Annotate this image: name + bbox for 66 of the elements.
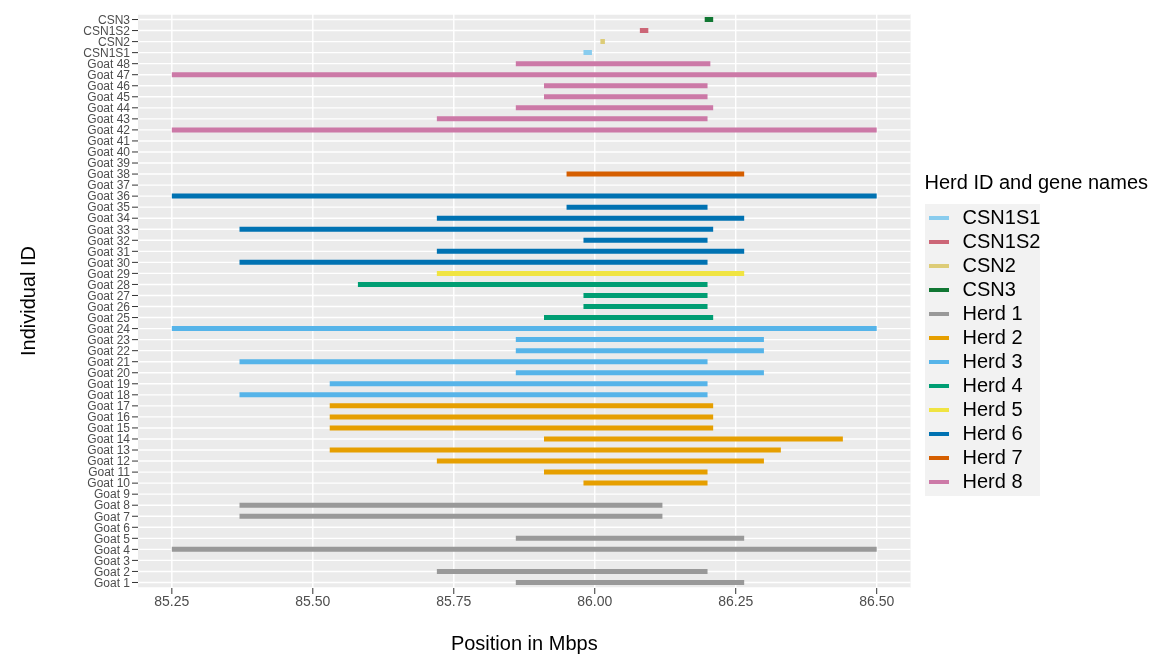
bar [239,259,708,265]
bar [583,304,708,309]
bar [583,50,592,56]
bar [544,469,708,475]
x-tick-label: 85.25 [154,592,190,609]
bar [329,425,714,431]
x-tick-label: 86.25 [718,592,754,609]
bar [436,270,745,276]
legend-title: Herd ID and gene names [924,170,1148,194]
bar [239,502,663,508]
legend-label: CSN1S2 [962,230,1041,253]
bar [239,226,714,232]
legend-label: CSN1S1 [962,206,1041,229]
bar [544,94,708,100]
bar [171,127,877,133]
bar [583,292,708,298]
legend-label: Herd 3 [962,350,1023,373]
bar [329,381,708,387]
bar [239,513,663,519]
bar [171,546,877,552]
bar [436,215,745,221]
legend-label: Herd 2 [962,326,1023,349]
bar [436,116,708,122]
bar [329,447,781,453]
x-tick-label: 85.75 [436,592,472,609]
legend-label: Herd 8 [962,470,1023,493]
bar [171,193,877,199]
bar [566,204,708,210]
x-tick-label: 86.50 [859,592,895,609]
bar [357,281,708,287]
bar [639,28,649,34]
legend-label: Herd 4 [962,374,1023,397]
bar [239,392,708,398]
bar [704,17,714,22]
y-axis-title: Individual ID [17,245,40,357]
bar [515,348,764,354]
bar [329,403,714,409]
bar [566,171,745,177]
bar [171,72,877,78]
bar [544,436,843,442]
legend-label: Herd 1 [962,302,1023,325]
bar [515,535,745,541]
bar [239,359,708,365]
bar [436,458,764,464]
legend-label: CSN3 [962,278,1016,301]
legend-label: Herd 5 [962,398,1023,421]
bar [583,237,708,243]
bar [515,370,764,376]
bar [436,248,745,254]
bar [515,337,764,343]
bar [583,480,708,486]
bar [515,579,745,585]
bar [600,39,605,45]
bar [544,315,714,321]
bar [329,414,714,420]
x-tick-label: 85.50 [295,592,331,609]
legend-label: Herd 7 [962,446,1023,469]
bar [544,83,708,89]
bar [436,568,708,574]
legend-label: CSN2 [962,254,1016,277]
bar [515,61,711,67]
x-axis-title: Position in Mbps [450,632,598,654]
bar [515,105,714,111]
legend-label: Herd 6 [962,422,1023,445]
x-tick-label: 86.00 [577,592,613,609]
bar [171,326,877,332]
